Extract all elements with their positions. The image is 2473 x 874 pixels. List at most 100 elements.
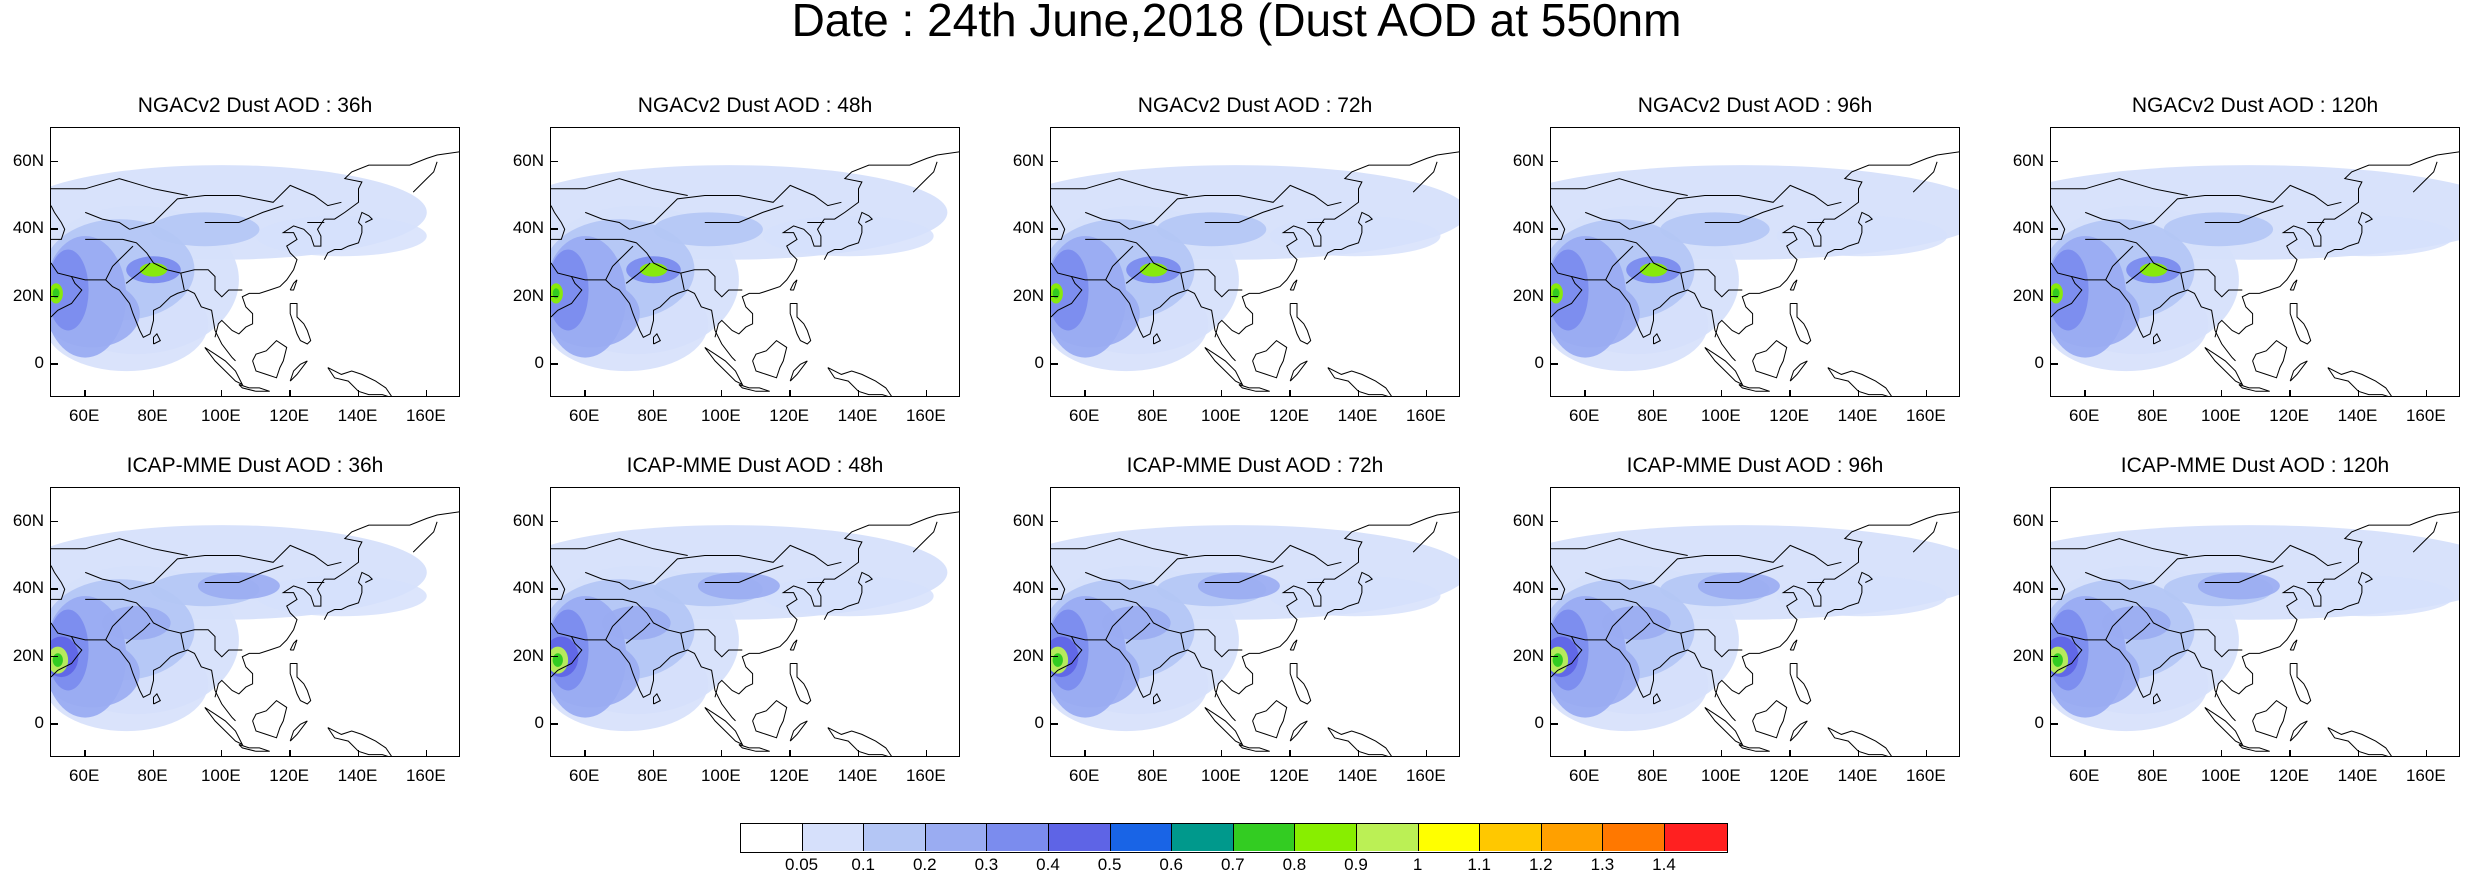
longitude-label: 80E (637, 766, 668, 785)
colorbar-swatch (802, 824, 865, 851)
longitude-label: 60E (569, 406, 600, 425)
longitude-tick (1584, 390, 1586, 397)
panel-title: NGACv2 Dust AOD : 36h (137, 94, 373, 117)
longitude-label: 140E (837, 406, 878, 425)
latitude-tick (1050, 228, 1058, 230)
latitude-label: 40N (12, 578, 44, 598)
longitude-tick (1584, 750, 1586, 757)
longitude-tick (220, 390, 223, 397)
colorbar-swatch (1541, 824, 1604, 851)
panel-title: ICAP-MME Dust AOD : 120h (2120, 454, 2390, 477)
longitude-tick (2425, 390, 2428, 397)
colorbar-label: 1.1 (1467, 855, 1491, 874)
longitude-label: 100E (700, 406, 741, 425)
colorbar-swatch (925, 824, 988, 851)
colorbar-label: 0.9 (1344, 855, 1368, 874)
longitude-tick (652, 390, 654, 397)
longitude-label: 60E (1569, 766, 1600, 785)
latitude-label: 20N (1512, 645, 1544, 665)
colorbar-label: 0.7 (1220, 855, 1245, 874)
map-frame (50, 127, 460, 397)
dust-aod-map (1551, 151, 1959, 396)
latitude-label: 20N (2012, 645, 2044, 665)
longitude-label: 60E (1069, 766, 1100, 785)
longitude-tick (1789, 750, 1791, 757)
panel-title: NGACv2 Dust AOD : 72h (1137, 94, 1373, 117)
longitude-tick (2084, 750, 2086, 757)
longitude-tick (1789, 390, 1791, 397)
longitude-tick (1925, 750, 1928, 757)
longitude-tick (425, 390, 428, 397)
longitude-label: 80E (2137, 406, 2168, 425)
latitude-label: 0 (2034, 713, 2044, 733)
longitude-tick (2084, 390, 2086, 397)
latitude-label: 40N (512, 578, 544, 598)
latitude-tick (50, 295, 58, 298)
latitude-tick (550, 228, 558, 230)
longitude-label: 120E (1769, 406, 1809, 425)
map-panel: NGACv2 Dust AOD : 72h 60N 40N 20N 0 60E 80E 100… (1000, 94, 1470, 454)
latitude-label: 60N (1012, 510, 1044, 530)
colorbar-label: 0.1 (851, 855, 875, 874)
longitude-tick (1857, 390, 1859, 397)
latitude-tick (550, 520, 558, 523)
longitude-label: 60E (69, 766, 100, 785)
latitude-tick (1050, 588, 1058, 590)
latitude-tick (550, 160, 558, 163)
longitude-label: 100E (2200, 406, 2241, 425)
latitude-label: 60N (1012, 150, 1044, 170)
map-panel: ICAP-MME Dust AOD : 120h 60N 40N 20N 0 60E 80E… (2000, 454, 2470, 814)
longitude-label: 120E (2269, 406, 2309, 425)
latitude-label: 40N (1512, 218, 1544, 238)
latitude-tick (50, 160, 58, 163)
latitude-label: 0 (34, 353, 44, 373)
latitude-label: 60N (512, 150, 544, 170)
latitude-label: 40N (1512, 578, 1544, 598)
longitude-label: 100E (1200, 766, 1241, 785)
longitude-label: 160E (2405, 766, 2446, 785)
longitude-label: 100E (1200, 406, 1241, 425)
dust-aod-map (2051, 151, 2459, 396)
longitude-tick (652, 750, 654, 757)
map-panel: ICAP-MME Dust AOD : 48h 60N 40N 20N 0 60E 80E 1… (500, 454, 970, 814)
longitude-tick (357, 390, 359, 397)
longitude-label: 140E (2337, 406, 2378, 425)
longitude-tick (2357, 750, 2359, 757)
latitude-tick (1050, 723, 1058, 725)
longitude-label: 100E (200, 766, 241, 785)
latitude-tick (550, 363, 558, 365)
colorbar-swatch (1603, 824, 1665, 851)
map-frame (1050, 487, 1460, 757)
longitude-label: 140E (1337, 766, 1378, 785)
map-frame (550, 127, 960, 397)
map-panel: ICAP-MME Dust AOD : 72h 60N 40N 20N 0 60E 80E 1… (1000, 454, 1470, 814)
colorbar-label: 0.8 (1282, 855, 1307, 874)
map-frame (550, 487, 960, 757)
latitude-tick (550, 723, 558, 725)
latitude-tick (550, 655, 558, 658)
longitude-label: 60E (2069, 406, 2100, 425)
dust-aod-map (551, 151, 959, 396)
longitude-tick (2425, 750, 2428, 757)
map-frame (2050, 487, 2460, 757)
colorbar-swatch (1356, 824, 1419, 851)
longitude-tick (425, 750, 428, 757)
longitude-label: 60E (1569, 406, 1600, 425)
latitude-label: 0 (1534, 713, 1544, 733)
latitude-label: 40N (2012, 218, 2044, 238)
colorbar-swatch (741, 824, 803, 851)
latitude-tick (50, 520, 58, 523)
longitude-tick (720, 390, 723, 397)
longitude-tick (1720, 390, 1723, 397)
latitude-label: 20N (2012, 285, 2044, 305)
longitude-label: 120E (1769, 766, 1809, 785)
latitude-label: 20N (12, 285, 44, 305)
latitude-label: 0 (1534, 353, 1544, 373)
longitude-label: 120E (769, 766, 809, 785)
longitude-tick (84, 750, 86, 757)
map-panel: ICAP-MME Dust AOD : 36h 60N 40N 20N 0 60E 80E 1… (0, 454, 470, 814)
longitude-tick (1925, 390, 1928, 397)
longitude-label: 100E (200, 406, 241, 425)
map-panel: NGACv2 Dust AOD : 48h 60N 40N 20N 0 60E 80E 100… (500, 94, 970, 454)
latitude-label: 0 (34, 713, 44, 733)
